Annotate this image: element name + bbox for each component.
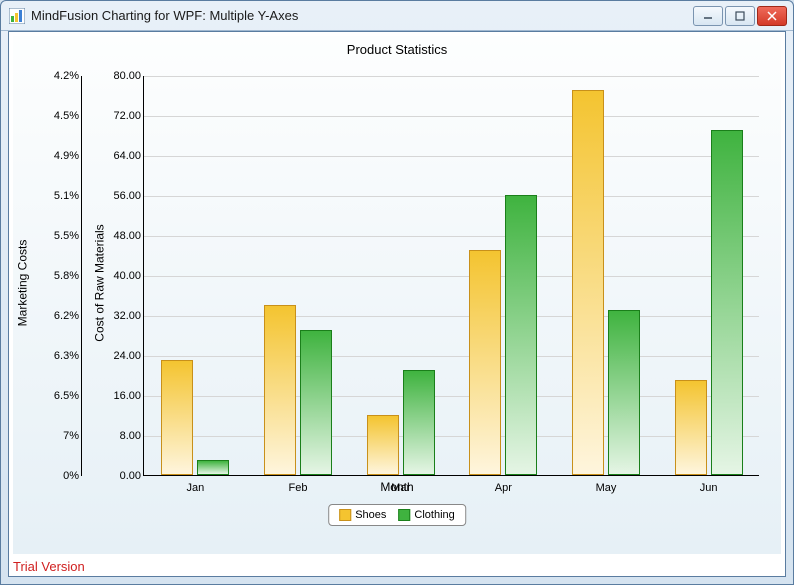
x-axis-label: Month [13,480,781,494]
legend-swatch-clothing [398,509,410,521]
y1-tick-label: 6.3% [45,350,79,362]
titlebar[interactable]: MindFusion Charting for WPF: Multiple Y-… [1,1,793,31]
close-button[interactable] [757,6,787,26]
bar-shoes-feb [264,305,296,475]
app-window: MindFusion Charting for WPF: Multiple Y-… [0,0,794,585]
window-controls [691,6,787,26]
chart-area: Product Statistics Marketing Costs Cost … [13,36,781,554]
y1-tick-label: 5.1% [45,190,79,202]
grid-line [144,156,759,157]
chart-title: Product Statistics [13,36,781,57]
bar-clothing-apr [505,195,537,475]
y1-tick-label: 4.5% [45,110,79,122]
y2-tick-label: 48.00 [107,230,141,242]
y1-tick-label: 5.8% [45,270,79,282]
y1-tick-label: 5.5% [45,230,79,242]
y1-tick-label: 6.2% [45,310,79,322]
bar-clothing-mar [403,370,435,475]
y1-tick-label: 6.5% [45,390,79,402]
grid-line [144,116,759,117]
y2-tick-label: 64.00 [107,150,141,162]
y-axis-left-line [81,76,82,476]
grid-line [144,316,759,317]
legend-item-clothing: Clothing [398,509,454,521]
bar-shoes-jun [675,380,707,475]
y2-tick-label: 8.00 [107,430,141,442]
trial-watermark: Trial Version [13,559,85,574]
bar-shoes-may [572,90,604,475]
plot-area: JanFebMarAprMayJun [143,76,759,476]
y-axis-left-label: Marketing Costs [15,240,29,327]
bar-clothing-may [608,310,640,475]
legend-label-shoes: Shoes [355,509,386,521]
y1-tick-label: 4.9% [45,150,79,162]
y2-tick-label: 72.00 [107,110,141,122]
grid-line [144,356,759,357]
y-axis-right-label: Cost of Raw Materials [93,224,107,341]
window-title: MindFusion Charting for WPF: Multiple Y-… [31,8,691,23]
legend-item-shoes: Shoes [339,509,386,521]
y2-tick-label: 56.00 [107,190,141,202]
bar-clothing-feb [300,330,332,475]
legend: Shoes Clothing [328,504,466,526]
bar-shoes-mar [367,415,399,475]
bar-clothing-jan [197,460,229,475]
y2-tick-label: 40.00 [107,270,141,282]
maximize-button[interactable] [725,6,755,26]
y2-tick-label: 24.00 [107,350,141,362]
bar-shoes-jan [161,360,193,475]
legend-swatch-shoes [339,509,351,521]
y2-tick-label: 32.00 [107,310,141,322]
y1-tick-label: 0% [45,470,79,482]
legend-label-clothing: Clothing [414,509,454,521]
y2-tick-label: 16.00 [107,390,141,402]
y2-tick-label: 80.00 [107,70,141,82]
y2-tick-label: 0.00 [107,470,141,482]
minimize-button[interactable] [693,6,723,26]
app-icon [9,8,25,24]
bar-shoes-apr [469,250,501,475]
grid-line [144,236,759,237]
client-area: Product Statistics Marketing Costs Cost … [8,31,786,577]
bar-clothing-jun [711,130,743,475]
y1-tick-label: 4.2% [45,70,79,82]
grid-line [144,396,759,397]
grid-line [144,436,759,437]
grid-line [144,196,759,197]
y1-tick-label: 7% [45,430,79,442]
grid-line [144,276,759,277]
grid-line [144,76,759,77]
